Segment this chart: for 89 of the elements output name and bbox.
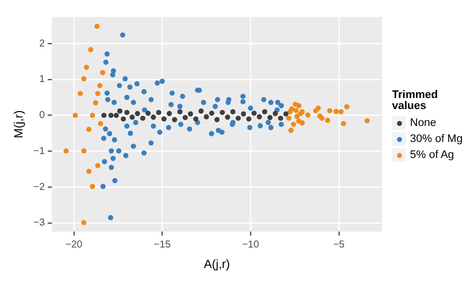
point bbox=[340, 120, 346, 126]
point bbox=[130, 114, 135, 120]
point bbox=[150, 114, 156, 120]
point bbox=[81, 76, 86, 82]
point bbox=[290, 122, 296, 127]
y-tick-label: −1 bbox=[33, 146, 46, 157]
point bbox=[198, 108, 204, 114]
point bbox=[81, 148, 86, 154]
y-tick-label: −2 bbox=[33, 182, 46, 193]
point bbox=[95, 162, 100, 168]
point bbox=[117, 108, 122, 114]
point bbox=[120, 116, 126, 122]
x-tick-label: −5 bbox=[333, 239, 346, 250]
x-axis-title: A(j,r) bbox=[204, 257, 230, 272]
point bbox=[101, 112, 107, 118]
point bbox=[364, 118, 370, 124]
point bbox=[278, 116, 284, 121]
point bbox=[134, 110, 140, 116]
point bbox=[114, 112, 119, 118]
point bbox=[283, 111, 288, 116]
point bbox=[289, 106, 294, 112]
point bbox=[140, 116, 146, 121]
y-tick-label: 1 bbox=[39, 74, 46, 86]
legend-label: 30% of Mg bbox=[410, 133, 463, 145]
point bbox=[81, 220, 86, 226]
x-tick-label: −15 bbox=[154, 239, 172, 250]
point bbox=[220, 110, 225, 116]
point bbox=[95, 90, 100, 96]
point bbox=[177, 109, 182, 114]
point bbox=[166, 110, 172, 116]
point bbox=[209, 110, 214, 116]
point bbox=[251, 110, 257, 116]
point bbox=[240, 111, 246, 116]
point bbox=[145, 110, 151, 116]
point bbox=[182, 114, 188, 120]
point bbox=[262, 109, 268, 114]
point bbox=[98, 120, 104, 126]
point bbox=[246, 116, 252, 122]
point bbox=[214, 117, 220, 122]
point bbox=[90, 184, 96, 189]
point bbox=[88, 47, 94, 52]
legend-label: 5% of Ag bbox=[410, 149, 454, 161]
y-tick-label: −3 bbox=[33, 218, 46, 229]
point bbox=[64, 148, 69, 154]
point bbox=[124, 110, 130, 116]
point bbox=[272, 110, 278, 116]
y-tick-label: 0 bbox=[39, 110, 46, 122]
point bbox=[293, 108, 299, 113]
point bbox=[93, 100, 98, 106]
point bbox=[294, 114, 300, 120]
point bbox=[86, 168, 92, 174]
point bbox=[256, 114, 262, 120]
legend-title: Trimmed values bbox=[392, 89, 439, 112]
point bbox=[90, 112, 96, 118]
point bbox=[84, 64, 90, 70]
x-tick-label: −10 bbox=[242, 239, 260, 250]
point bbox=[94, 24, 100, 29]
point bbox=[193, 116, 198, 122]
point bbox=[108, 112, 114, 118]
point bbox=[313, 108, 318, 114]
point bbox=[333, 108, 339, 114]
point bbox=[338, 109, 344, 114]
point bbox=[344, 104, 350, 110]
x-tick-label: −20 bbox=[65, 239, 83, 250]
point bbox=[292, 102, 298, 107]
point bbox=[78, 90, 83, 96]
point bbox=[204, 114, 209, 120]
point bbox=[288, 128, 294, 133]
y-axis-title: M(j,r) bbox=[12, 110, 26, 138]
point bbox=[327, 108, 332, 114]
point bbox=[72, 112, 78, 118]
point bbox=[172, 117, 178, 122]
point bbox=[188, 111, 194, 116]
point bbox=[156, 110, 162, 116]
point bbox=[319, 116, 325, 121]
point bbox=[224, 114, 230, 120]
point bbox=[305, 112, 310, 118]
point bbox=[86, 126, 92, 132]
point bbox=[236, 116, 241, 121]
point bbox=[161, 116, 167, 122]
y-tick-label: 2 bbox=[39, 38, 46, 50]
point bbox=[300, 120, 305, 126]
point bbox=[324, 118, 330, 123]
point bbox=[230, 109, 236, 114]
legend-label: None bbox=[410, 117, 436, 129]
point bbox=[100, 70, 106, 76]
point bbox=[97, 82, 102, 88]
point bbox=[267, 114, 273, 120]
point bbox=[286, 116, 292, 121]
